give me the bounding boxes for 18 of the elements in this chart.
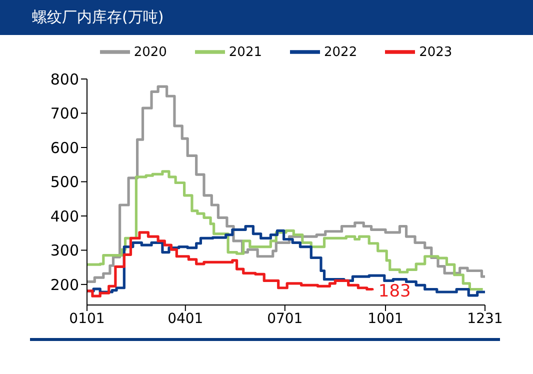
- x-tick-label: 1001: [368, 310, 404, 327]
- y-tick-label: 500: [50, 173, 79, 192]
- y-tick-label: 600: [50, 138, 79, 157]
- x-tick-label: 0401: [168, 310, 204, 327]
- chart-title: 螺纹厂内库存(万吨): [0, 0, 533, 35]
- y-tick-label: 200: [50, 276, 79, 294]
- y-tick-label: 700: [50, 104, 79, 123]
- y-tick-label: 300: [50, 242, 79, 260]
- x-tick-label: 1231: [467, 310, 503, 327]
- y-tick-label: 800: [50, 70, 79, 88]
- y-tick-label: 400: [50, 207, 79, 226]
- legend-label: 2021: [228, 44, 262, 60]
- legend-label: 2023: [419, 44, 452, 60]
- legend-label: 2020: [134, 44, 167, 60]
- legend-label: 2022: [324, 44, 358, 60]
- data-label: 183: [378, 281, 411, 302]
- x-tick-label: 0101: [69, 310, 105, 327]
- x-tick-label: 0701: [267, 310, 303, 327]
